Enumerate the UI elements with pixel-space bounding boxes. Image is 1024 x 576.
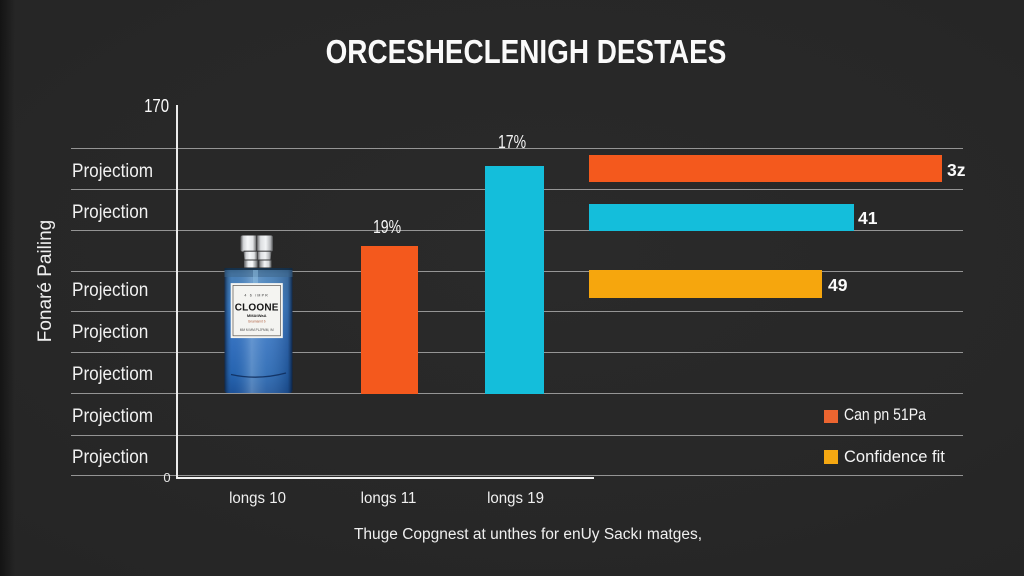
svg-text:MMAtWaA: MMAtWaA	[247, 313, 267, 318]
svg-text:CLOONE: CLOONE	[235, 303, 279, 314]
svg-text:Gnamannt b: Gnamannt b	[248, 320, 266, 324]
svg-text:MM M MM.PLJFMM, /M: MM M MM.PLJFMM, /M	[240, 328, 274, 332]
svg-text:4 6 /MPR: 4 6 /MPR	[244, 294, 269, 298]
